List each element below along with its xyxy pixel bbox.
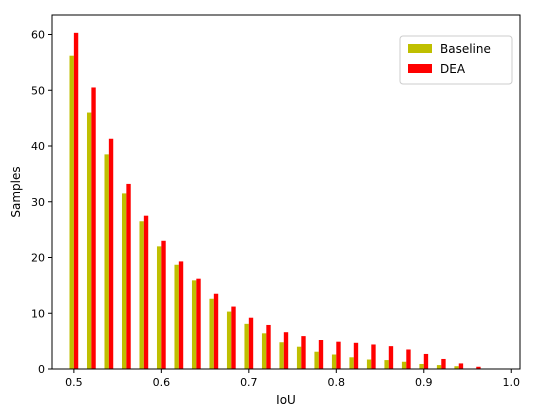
legend: Baseline DEA: [399, 35, 513, 85]
bar-dea: [441, 358, 446, 369]
bar-baseline: [156, 246, 162, 369]
bar-dea: [336, 341, 341, 369]
y-tick-label: 0: [38, 363, 45, 376]
bar-dea: [126, 183, 131, 369]
y-axis-ticks: 0 10 20 30 40 50 60: [31, 29, 52, 376]
bar-dea: [283, 332, 289, 369]
x-tick-label: 0.5: [65, 376, 83, 389]
bar-baseline: [454, 366, 459, 369]
bar-dea: [423, 353, 429, 369]
bar-dea: [388, 346, 394, 369]
bar-dea: [161, 240, 166, 369]
y-tick-label: 20: [31, 252, 45, 265]
bar-dea: [301, 336, 306, 369]
bar-baseline: [209, 298, 214, 369]
bar-baseline: [331, 354, 337, 369]
bar-baseline: [121, 193, 127, 369]
bar-dea: [318, 340, 324, 369]
y-axis-label: Samples: [9, 166, 23, 217]
bar-dea: [266, 324, 271, 369]
bar-baseline: [174, 264, 179, 369]
bars-group: [69, 32, 481, 370]
bar-dea: [143, 215, 149, 369]
y-tick-label: 60: [31, 29, 45, 42]
bar-baseline: [366, 359, 372, 369]
x-tick-label: 1.0: [503, 376, 521, 389]
bar-dea: [248, 317, 254, 369]
bar-baseline: [296, 346, 302, 369]
x-tick-label: 0.6: [153, 376, 171, 389]
x-tick-label: 0.9: [415, 376, 433, 389]
bar-dea: [353, 342, 359, 369]
bar-dea: [458, 363, 464, 369]
plot-frame: [51, 14, 521, 370]
y-tick-label: 30: [31, 196, 45, 209]
bar-baseline: [244, 323, 249, 369]
y-tick-label: 50: [31, 84, 45, 97]
y-tick-label: 10: [31, 307, 45, 320]
bar-dea: [406, 349, 411, 369]
bar-dea: [178, 261, 184, 369]
x-tick-label: 0.7: [240, 376, 258, 389]
bar-dea: [213, 293, 219, 369]
legend-label-dea: DEA: [440, 62, 466, 76]
y-tick-label: 40: [31, 140, 45, 153]
bar-baseline: [419, 363, 424, 369]
bar-baseline: [139, 221, 144, 369]
bar-baseline: [384, 360, 389, 369]
bar-baseline: [86, 112, 92, 369]
bar-baseline: [401, 361, 407, 369]
bar-dea: [371, 344, 376, 369]
x-axis-label: IoU: [276, 393, 296, 407]
bar-baseline: [279, 342, 284, 369]
bar-dea: [476, 366, 481, 369]
bar-baseline: [69, 55, 74, 369]
bar-baseline: [226, 311, 232, 369]
bar-dea: [91, 87, 96, 369]
legend-swatch-baseline: [408, 44, 432, 53]
bar-baseline: [436, 365, 442, 369]
bar-baseline: [191, 280, 197, 369]
bar-baseline: [349, 357, 354, 369]
bar-dea: [231, 306, 236, 369]
x-tick-label: 0.8: [328, 376, 346, 389]
bar-baseline: [314, 351, 319, 369]
bar-dea: [108, 138, 114, 369]
x-axis-ticks: 0.5 0.6 0.7 0.8 0.9 1.0: [65, 369, 520, 389]
legend-swatch-dea: [408, 64, 432, 73]
bar-baseline: [104, 154, 109, 369]
bar-baseline: [261, 333, 267, 369]
bar-dea: [73, 32, 79, 370]
legend-label-baseline: Baseline: [440, 42, 491, 56]
bar-dea: [196, 278, 201, 369]
